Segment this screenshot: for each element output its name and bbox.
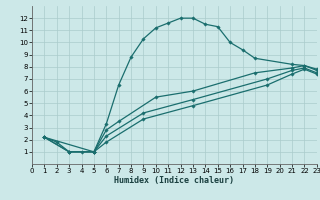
X-axis label: Humidex (Indice chaleur): Humidex (Indice chaleur) [115,176,234,185]
